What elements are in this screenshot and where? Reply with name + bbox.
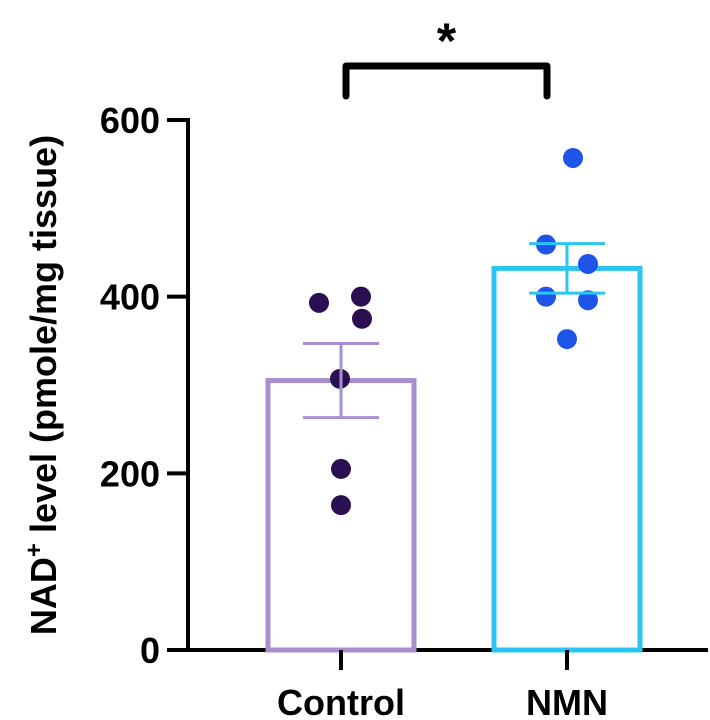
y-axis-title: NAD+ level (pmole/mg tissue) — [21, 135, 64, 635]
significance-star: * — [437, 13, 457, 69]
data-points — [309, 147, 598, 516]
error-bars — [303, 242, 605, 420]
significance-bracket-line — [342, 62, 551, 100]
data-point — [563, 147, 583, 168]
data-point — [351, 286, 371, 307]
data-point — [309, 292, 329, 313]
y-ticks: 0 200 400 600 — [100, 100, 188, 671]
data-point — [352, 308, 372, 329]
data-point — [578, 290, 598, 311]
data-point — [331, 458, 351, 479]
data-point — [536, 286, 556, 307]
y-tick-label: 0 — [140, 630, 160, 671]
y-axis-title-superscript: + — [21, 543, 48, 557]
y-axis-title-rest: level (pmole/mg tissue) — [23, 135, 64, 543]
data-point — [557, 329, 577, 350]
x-tick-label: NMN — [526, 682, 608, 720]
significance-bracket: * — [342, 13, 551, 100]
x-ticks: Control NMN — [277, 650, 608, 720]
data-point — [331, 495, 351, 516]
y-tick-label: 400 — [100, 277, 160, 318]
x-tick-label: Control — [277, 682, 405, 720]
y-axis-title-main: NAD — [23, 557, 64, 635]
data-point — [578, 253, 598, 274]
bar-control — [265, 378, 417, 653]
bar-nmn — [491, 265, 643, 653]
y-tick-label: 600 — [100, 100, 160, 141]
y-tick-label: 200 — [100, 453, 160, 494]
bars — [265, 265, 643, 653]
